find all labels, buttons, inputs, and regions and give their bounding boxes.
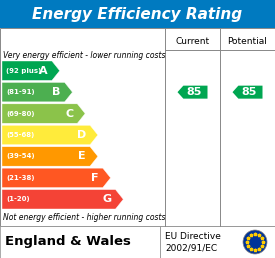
- Polygon shape: [177, 86, 208, 99]
- Polygon shape: [2, 125, 98, 145]
- Text: (1-20): (1-20): [6, 196, 30, 202]
- Text: Potential: Potential: [228, 37, 267, 46]
- Bar: [0, 226, 160, 258]
- Text: (81-91): (81-91): [6, 89, 35, 95]
- Text: EU Directive: EU Directive: [165, 232, 221, 241]
- Bar: [0, 0, 275, 28]
- Polygon shape: [2, 147, 98, 166]
- Polygon shape: [232, 86, 263, 99]
- Text: D: D: [77, 130, 86, 140]
- Polygon shape: [2, 104, 85, 123]
- Text: Very energy efficient - lower running costs: Very energy efficient - lower running co…: [3, 52, 166, 60]
- Text: B: B: [52, 87, 61, 97]
- Text: 85: 85: [241, 87, 257, 97]
- Text: 85: 85: [186, 87, 202, 97]
- Polygon shape: [2, 168, 111, 188]
- Text: F: F: [91, 173, 99, 183]
- Bar: [160, 226, 275, 258]
- Text: G: G: [102, 194, 112, 204]
- Text: (92 plus): (92 plus): [6, 68, 41, 74]
- Text: England & Wales: England & Wales: [5, 236, 131, 248]
- Text: (55-68): (55-68): [6, 132, 34, 138]
- Text: C: C: [65, 109, 73, 119]
- Text: (69-80): (69-80): [6, 111, 34, 117]
- Text: Energy Efficiency Rating: Energy Efficiency Rating: [32, 6, 243, 21]
- Text: A: A: [39, 66, 48, 76]
- Polygon shape: [2, 82, 72, 102]
- Text: (39-54): (39-54): [6, 154, 35, 159]
- Text: E: E: [78, 151, 86, 162]
- Bar: [0, 28, 275, 226]
- Text: 2002/91/EC: 2002/91/EC: [165, 243, 217, 252]
- Text: Not energy efficient - higher running costs: Not energy efficient - higher running co…: [3, 214, 166, 222]
- Polygon shape: [2, 190, 123, 209]
- Text: (21-38): (21-38): [6, 175, 34, 181]
- Circle shape: [243, 230, 267, 254]
- Polygon shape: [2, 61, 60, 80]
- Text: Current: Current: [175, 37, 210, 46]
